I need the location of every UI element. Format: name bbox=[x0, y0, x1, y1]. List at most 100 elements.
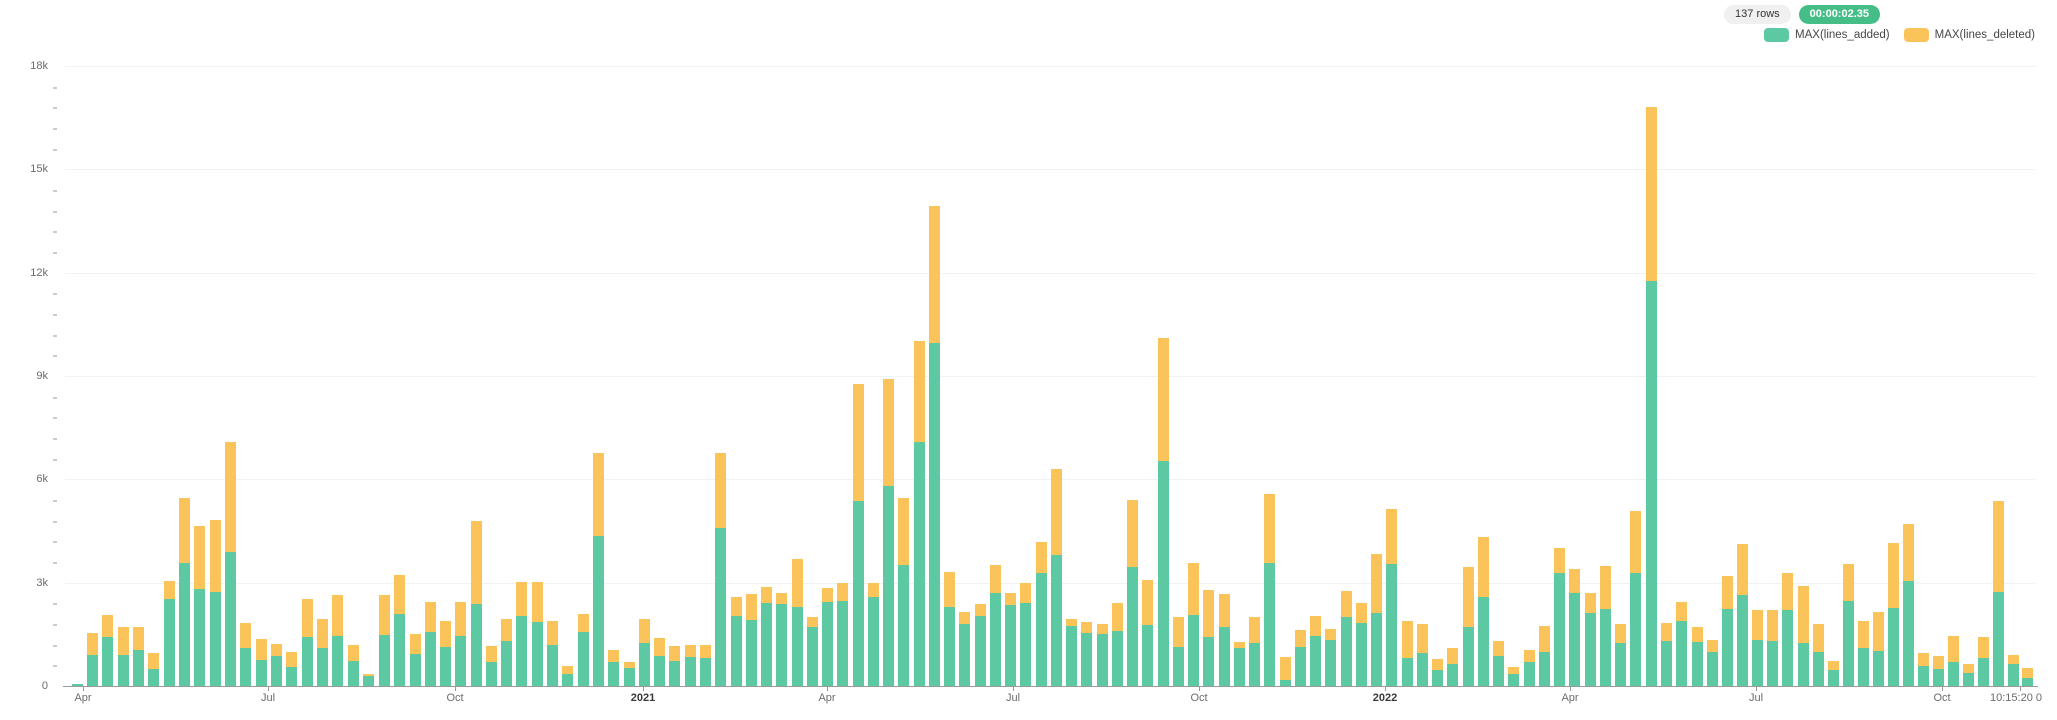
stacked-bar[interactable] bbox=[638, 619, 650, 686]
stacked-bar[interactable] bbox=[1629, 510, 1641, 686]
stacked-bar[interactable] bbox=[1872, 611, 1884, 686]
stacked-bar[interactable] bbox=[147, 652, 159, 686]
stacked-bar[interactable] bbox=[86, 632, 98, 686]
stacked-bar[interactable] bbox=[101, 615, 113, 686]
stacked-bar[interactable] bbox=[1568, 568, 1580, 686]
stacked-bar[interactable] bbox=[928, 205, 940, 686]
stacked-bar[interactable] bbox=[791, 558, 803, 686]
stacked-bar[interactable] bbox=[1492, 640, 1504, 686]
stacked-bar[interactable] bbox=[193, 526, 205, 686]
stacked-bar[interactable] bbox=[2021, 668, 2033, 686]
stacked-bar[interactable] bbox=[546, 620, 558, 686]
stacked-bar[interactable] bbox=[1477, 536, 1489, 686]
stacked-bar[interactable] bbox=[485, 646, 497, 686]
stacked-bar[interactable] bbox=[1917, 652, 1929, 686]
stacked-bar[interactable] bbox=[958, 611, 970, 686]
stacked-bar[interactable] bbox=[1462, 566, 1474, 686]
stacked-bar[interactable] bbox=[1781, 572, 1793, 686]
stacked-bar[interactable] bbox=[2007, 655, 2019, 686]
stacked-bar[interactable] bbox=[974, 604, 986, 686]
stacked-bar[interactable] bbox=[1355, 602, 1367, 686]
stacked-bar[interactable] bbox=[1111, 603, 1123, 686]
stacked-bar[interactable] bbox=[1736, 544, 1748, 686]
stacked-bar[interactable] bbox=[454, 601, 466, 686]
stacked-bar[interactable] bbox=[561, 666, 573, 686]
legend-item-lines-deleted[interactable]: MAX(lines_deleted) bbox=[1903, 28, 2035, 42]
stacked-bar[interactable] bbox=[1340, 591, 1352, 686]
stacked-bar[interactable] bbox=[439, 621, 451, 686]
stacked-bar[interactable] bbox=[1797, 586, 1809, 686]
stacked-bar[interactable] bbox=[1842, 564, 1854, 686]
stacked-bar[interactable] bbox=[623, 661, 635, 686]
stacked-bar[interactable] bbox=[347, 645, 359, 686]
stacked-bar[interactable] bbox=[1126, 500, 1138, 686]
stacked-bar[interactable] bbox=[1599, 566, 1611, 686]
stacked-bar[interactable] bbox=[1004, 593, 1016, 686]
stacked-bar[interactable] bbox=[1962, 663, 1974, 686]
stacked-bar[interactable] bbox=[270, 644, 282, 686]
stacked-bar[interactable] bbox=[913, 340, 925, 686]
stacked-bar[interactable] bbox=[1019, 583, 1031, 686]
stacked-bar[interactable] bbox=[1218, 594, 1230, 686]
stacked-bar[interactable] bbox=[1050, 469, 1062, 686]
stacked-bar[interactable] bbox=[378, 594, 390, 686]
stacked-bar[interactable] bbox=[1523, 650, 1535, 686]
stacked-bar[interactable] bbox=[362, 673, 374, 686]
stacked-bar[interactable] bbox=[224, 442, 236, 686]
stacked-bar[interactable] bbox=[607, 650, 619, 686]
stacked-bar[interactable] bbox=[409, 634, 421, 686]
stacked-bar[interactable] bbox=[71, 683, 83, 686]
stacked-bar[interactable] bbox=[1947, 636, 1959, 686]
stacked-bar[interactable] bbox=[117, 627, 129, 686]
stacked-bar[interactable] bbox=[1887, 542, 1899, 686]
stacked-bar[interactable] bbox=[714, 452, 726, 686]
stacked-bar[interactable] bbox=[1691, 627, 1703, 686]
stacked-bar[interactable] bbox=[331, 595, 343, 686]
stacked-bar[interactable] bbox=[1263, 494, 1275, 686]
stacked-bar[interactable] bbox=[1172, 616, 1184, 686]
stacked-bar[interactable] bbox=[515, 582, 527, 686]
stacked-bar[interactable] bbox=[1385, 508, 1397, 686]
stacked-bar[interactable] bbox=[424, 601, 436, 686]
stacked-bar[interactable] bbox=[852, 383, 864, 686]
stacked-bar[interactable] bbox=[163, 580, 175, 686]
stacked-bar[interactable] bbox=[470, 520, 482, 686]
stacked-bar[interactable] bbox=[178, 498, 190, 686]
stacked-bar[interactable] bbox=[745, 594, 757, 686]
stacked-bar[interactable] bbox=[821, 587, 833, 686]
stacked-bar[interactable] bbox=[393, 575, 405, 686]
stacked-bar[interactable] bbox=[1416, 624, 1428, 686]
stacked-bar[interactable] bbox=[301, 599, 313, 686]
stacked-bar[interactable] bbox=[1157, 337, 1169, 686]
stacked-bar[interactable] bbox=[1977, 637, 1989, 686]
stacked-bar[interactable] bbox=[1370, 554, 1382, 686]
stacked-bar[interactable] bbox=[1141, 580, 1153, 686]
stacked-bar[interactable] bbox=[1645, 107, 1657, 686]
stacked-bar[interactable] bbox=[209, 520, 221, 686]
stacked-bar[interactable] bbox=[806, 617, 818, 686]
stacked-bar[interactable] bbox=[577, 613, 589, 686]
stacked-bar[interactable] bbox=[1035, 541, 1047, 686]
stacked-bar[interactable] bbox=[897, 497, 909, 686]
stacked-bar[interactable] bbox=[1294, 630, 1306, 686]
stacked-bar[interactable] bbox=[1766, 609, 1778, 686]
stacked-bar[interactable] bbox=[1202, 589, 1214, 686]
stacked-bar[interactable] bbox=[1324, 629, 1336, 686]
stacked-bar[interactable] bbox=[882, 378, 894, 686]
stacked-bar[interactable] bbox=[1401, 620, 1413, 686]
stacked-bar[interactable] bbox=[1584, 593, 1596, 686]
stacked-bar[interactable] bbox=[760, 586, 772, 686]
stacked-bar[interactable] bbox=[1660, 622, 1672, 686]
stacked-bar[interactable] bbox=[1080, 622, 1092, 686]
stacked-bar[interactable] bbox=[285, 651, 297, 686]
stacked-bar[interactable] bbox=[775, 593, 787, 686]
stacked-bar[interactable] bbox=[592, 452, 604, 686]
stacked-bar[interactable] bbox=[943, 571, 955, 686]
stacked-bar[interactable] bbox=[1902, 524, 1914, 686]
stacked-bar[interactable] bbox=[1279, 657, 1291, 686]
stacked-bar[interactable] bbox=[867, 582, 879, 686]
stacked-bar[interactable] bbox=[316, 618, 328, 686]
stacked-bar[interactable] bbox=[255, 639, 267, 686]
stacked-bar[interactable] bbox=[1812, 624, 1824, 686]
stacked-bar[interactable] bbox=[1827, 660, 1839, 686]
